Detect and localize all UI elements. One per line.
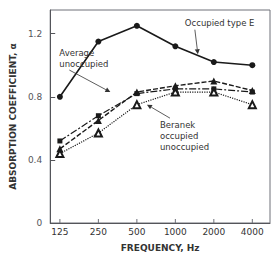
svg-text:0.8: 0.8 bbox=[28, 92, 43, 102]
svg-text:Beranek: Beranek bbox=[160, 120, 195, 130]
svg-text:1000: 1000 bbox=[164, 227, 187, 237]
svg-text:unoccupied: unoccupied bbox=[160, 142, 209, 152]
svg-text:0.4: 0.4 bbox=[28, 155, 43, 165]
svg-text:2000: 2000 bbox=[202, 227, 225, 237]
svg-text:FREQUENCY, Hz: FREQUENCY, Hz bbox=[121, 243, 200, 253]
svg-text:4000: 4000 bbox=[241, 227, 264, 237]
svg-text:500: 500 bbox=[128, 227, 145, 237]
svg-text:0: 0 bbox=[36, 218, 42, 228]
svg-text:occupied: occupied bbox=[160, 131, 198, 141]
svg-text:Occupied type E: Occupied type E bbox=[185, 18, 255, 28]
svg-text:Average: Average bbox=[59, 48, 94, 58]
svg-text:125: 125 bbox=[51, 227, 68, 237]
svg-text:250: 250 bbox=[90, 227, 107, 237]
svg-text:ABSORPTION COEFFICIENT, α: ABSORPTION COEFFICIENT, α bbox=[8, 43, 18, 190]
svg-text:unoccupied: unoccupied bbox=[59, 59, 108, 69]
svg-text:1.2: 1.2 bbox=[28, 29, 42, 39]
